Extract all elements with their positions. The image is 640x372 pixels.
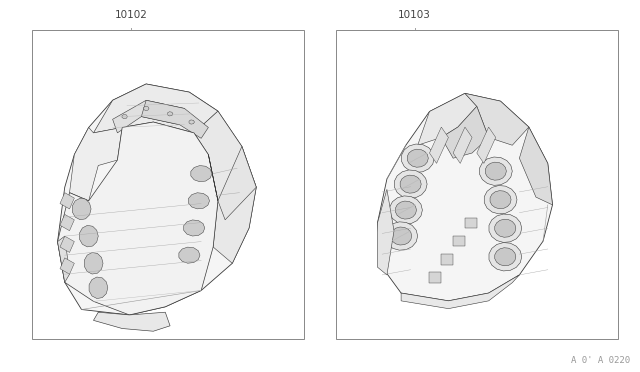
- Text: A 0' A 0220: A 0' A 0220: [572, 356, 630, 365]
- Text: 10102: 10102: [115, 10, 148, 20]
- Polygon shape: [479, 157, 512, 185]
- Polygon shape: [188, 193, 209, 209]
- Polygon shape: [453, 236, 465, 246]
- Polygon shape: [194, 111, 256, 263]
- Polygon shape: [58, 84, 256, 315]
- Polygon shape: [485, 162, 506, 180]
- Polygon shape: [89, 277, 108, 298]
- Polygon shape: [378, 189, 394, 275]
- Polygon shape: [378, 93, 552, 301]
- Polygon shape: [407, 149, 428, 167]
- Polygon shape: [390, 227, 412, 245]
- Polygon shape: [394, 170, 427, 198]
- Polygon shape: [184, 220, 205, 236]
- Polygon shape: [418, 93, 477, 145]
- Polygon shape: [93, 312, 170, 331]
- Polygon shape: [143, 106, 149, 110]
- Polygon shape: [484, 186, 517, 214]
- Polygon shape: [60, 258, 74, 274]
- Polygon shape: [189, 120, 195, 124]
- Polygon shape: [490, 191, 511, 209]
- Polygon shape: [179, 247, 200, 263]
- Polygon shape: [93, 84, 218, 133]
- Polygon shape: [390, 196, 422, 224]
- Polygon shape: [60, 214, 74, 231]
- Polygon shape: [429, 127, 449, 163]
- Polygon shape: [70, 128, 122, 201]
- Polygon shape: [113, 100, 184, 133]
- Polygon shape: [400, 175, 421, 193]
- Polygon shape: [168, 112, 173, 116]
- Polygon shape: [79, 225, 99, 247]
- Polygon shape: [60, 193, 74, 209]
- Polygon shape: [495, 248, 516, 266]
- Polygon shape: [401, 144, 434, 172]
- Polygon shape: [191, 166, 212, 182]
- Text: 10103: 10103: [398, 10, 431, 20]
- Polygon shape: [60, 236, 74, 253]
- Polygon shape: [520, 127, 552, 205]
- Polygon shape: [477, 127, 496, 163]
- Polygon shape: [489, 214, 522, 243]
- Polygon shape: [442, 106, 488, 158]
- Polygon shape: [141, 100, 209, 138]
- Polygon shape: [58, 236, 70, 282]
- Polygon shape: [122, 115, 127, 119]
- Polygon shape: [489, 243, 522, 271]
- Polygon shape: [465, 218, 477, 228]
- Polygon shape: [495, 219, 516, 237]
- Polygon shape: [385, 222, 418, 250]
- Polygon shape: [429, 272, 442, 283]
- Polygon shape: [465, 93, 529, 145]
- Polygon shape: [209, 147, 256, 220]
- Bar: [32, 30, 304, 339]
- Polygon shape: [396, 201, 417, 219]
- Polygon shape: [72, 198, 91, 220]
- Polygon shape: [442, 254, 453, 264]
- Polygon shape: [401, 275, 520, 309]
- Bar: [336, 30, 618, 339]
- Polygon shape: [453, 127, 472, 163]
- Polygon shape: [84, 253, 103, 274]
- Polygon shape: [58, 122, 218, 315]
